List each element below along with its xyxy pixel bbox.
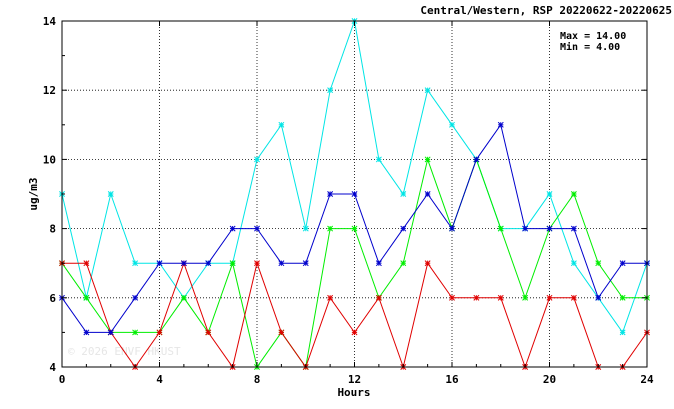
data-point <box>83 294 90 301</box>
data-point <box>327 294 334 301</box>
data-point <box>619 329 626 336</box>
data-point <box>375 260 382 267</box>
data-point <box>619 260 626 267</box>
data-point <box>522 225 529 232</box>
data-point <box>278 329 285 336</box>
x-tick-label: 0 <box>59 373 66 386</box>
data-point <box>473 156 480 163</box>
data-point <box>570 260 577 267</box>
y-tick-label: 10 <box>43 153 56 166</box>
data-point <box>449 225 455 232</box>
data-point <box>424 87 431 94</box>
data-point <box>254 156 260 163</box>
data-point <box>83 329 90 336</box>
data-point <box>302 225 309 232</box>
data-point <box>254 260 260 267</box>
data-point <box>424 260 431 267</box>
data-point <box>229 225 236 232</box>
data-point <box>205 260 212 267</box>
data-point <box>546 294 553 301</box>
data-point <box>205 329 212 336</box>
data-point <box>327 191 334 197</box>
data-point <box>595 260 602 267</box>
data-point <box>327 225 334 232</box>
max-label: Max = 14.00 <box>560 31 626 42</box>
data-point <box>351 225 358 232</box>
data-point <box>107 191 114 197</box>
data-point <box>375 156 382 163</box>
x-tick-label: 4 <box>156 373 163 386</box>
data-point <box>570 225 577 232</box>
data-point <box>351 329 358 336</box>
x-tick-label: 24 <box>640 373 654 386</box>
data-point <box>229 260 236 267</box>
min-label: Min = 4.00 <box>560 41 620 53</box>
x-tick-label: 12 <box>348 373 361 386</box>
data-point <box>546 225 553 232</box>
data-point <box>473 294 480 301</box>
y-tick-label: 6 <box>49 292 56 305</box>
data-point <box>132 260 139 267</box>
data-point <box>400 191 407 197</box>
grid-lines <box>62 21 647 367</box>
data-point <box>180 260 187 267</box>
data-point <box>400 225 407 232</box>
data-point <box>546 191 553 197</box>
data-point <box>570 294 577 301</box>
data-point <box>497 121 504 128</box>
x-tick-label: 20 <box>543 373 556 386</box>
data-point <box>570 191 577 197</box>
data-point <box>400 260 407 267</box>
data-point <box>375 294 382 301</box>
data-point <box>327 87 334 94</box>
data-point <box>351 191 358 197</box>
data-point <box>302 260 309 267</box>
data-point <box>278 260 285 267</box>
data-point <box>278 121 285 128</box>
data-point <box>132 329 139 336</box>
data-point <box>132 294 139 301</box>
y-axis-label: ug/m3 <box>27 177 40 210</box>
y-tick-label: 8 <box>49 223 56 236</box>
y-tick-label: 14 <box>43 15 57 28</box>
data-point <box>83 260 90 267</box>
data-point <box>424 191 431 197</box>
data-point <box>180 294 187 301</box>
data-point <box>497 225 504 232</box>
data-point <box>156 329 163 336</box>
series-1 <box>59 18 650 336</box>
data-point <box>522 294 529 301</box>
data-point <box>449 121 455 128</box>
x-tick-label: 8 <box>254 373 261 386</box>
data-point <box>497 294 504 301</box>
data-point <box>107 329 114 336</box>
data-point <box>619 294 626 301</box>
y-tick-label: 4 <box>49 361 56 374</box>
x-tick-label: 16 <box>445 373 459 386</box>
chart-title: Central/Western, RSP 20220622-20220625 <box>420 4 672 17</box>
data-point <box>424 156 431 163</box>
data-point <box>254 225 260 232</box>
data-point <box>156 260 163 267</box>
data-point <box>595 294 602 301</box>
y-tick-label: 12 <box>43 84 56 97</box>
data-point <box>449 294 455 301</box>
x-axis-label: Hours <box>337 386 370 399</box>
series-layer <box>59 18 650 370</box>
